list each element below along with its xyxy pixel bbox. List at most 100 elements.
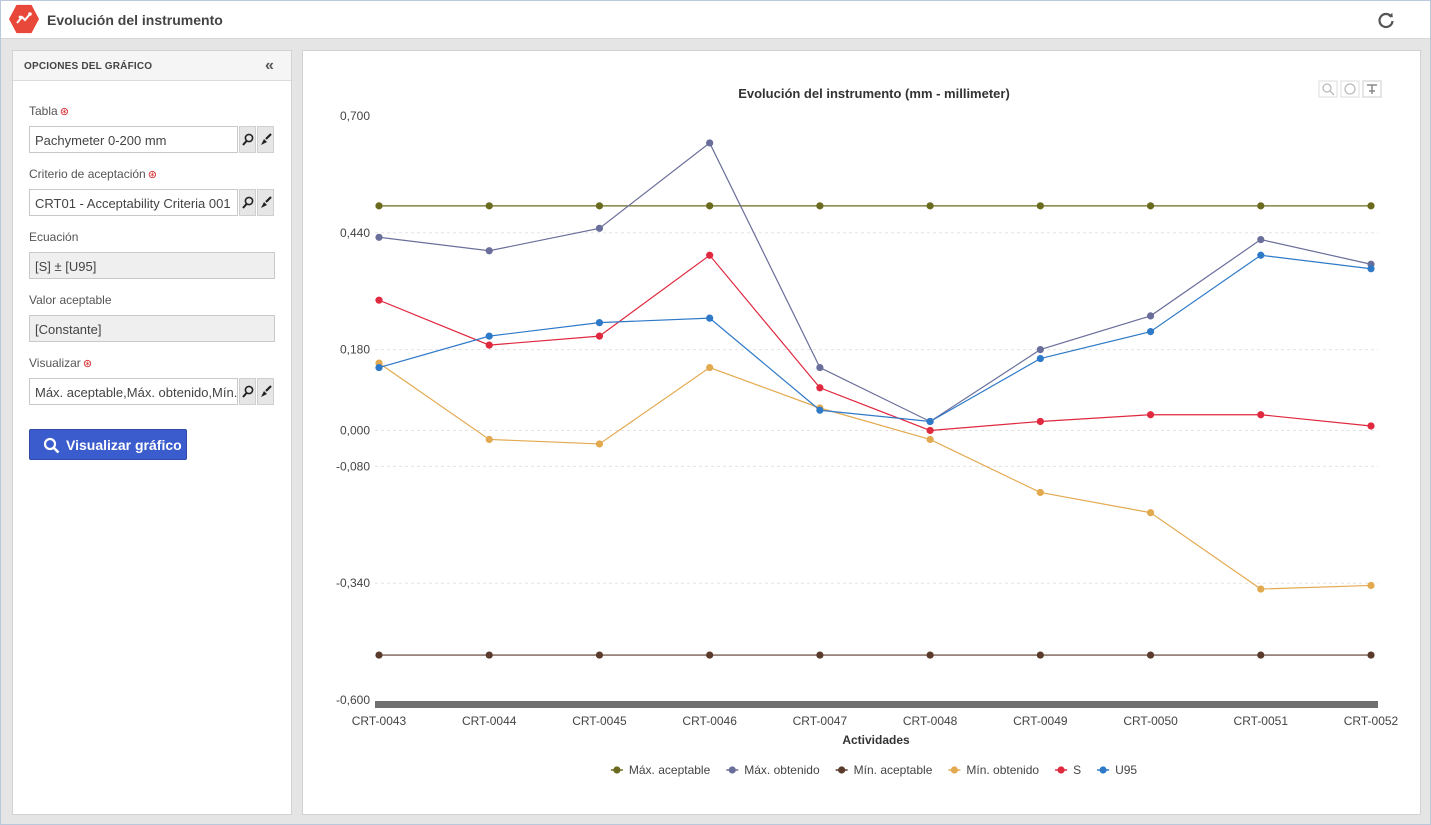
data-point[interactable]: [1367, 581, 1375, 590]
data-point[interactable]: [1257, 251, 1265, 259]
data-point[interactable]: [595, 224, 604, 232]
data-point[interactable]: [926, 651, 934, 659]
data-point[interactable]: [816, 363, 824, 372]
data-point[interactable]: [375, 651, 383, 659]
legend-item[interactable]: Máx. aceptable: [610, 763, 711, 777]
series-min-aceptable: [375, 651, 1375, 659]
visualizar-input[interactable]: Máx. aceptable,Máx. obtenido,Mín. acepta…: [29, 378, 238, 405]
x-tick-label: CRT-0046: [682, 714, 737, 728]
data-point[interactable]: [1036, 202, 1044, 210]
legend-item[interactable]: Mín. aceptable: [835, 763, 933, 777]
data-point[interactable]: [1257, 202, 1265, 210]
visualizar-clear-button[interactable]: [257, 378, 274, 405]
search-icon: [242, 196, 254, 209]
zoom-in-icon[interactable]: [1318, 80, 1338, 98]
data-point[interactable]: [1367, 422, 1375, 430]
data-point[interactable]: [595, 319, 604, 327]
data-point[interactable]: [375, 202, 383, 210]
data-point[interactable]: [1036, 651, 1044, 659]
data-point[interactable]: [706, 363, 714, 372]
data-point[interactable]: [1146, 312, 1155, 320]
data-point[interactable]: [485, 435, 493, 444]
data-point[interactable]: [706, 251, 714, 259]
legend-marker-icon: [950, 766, 958, 774]
data-point[interactable]: [1146, 509, 1155, 517]
data-point[interactable]: [1146, 411, 1155, 419]
legend-marker-icon: [1057, 766, 1065, 774]
data-point[interactable]: [1036, 346, 1044, 354]
data-point[interactable]: [595, 202, 604, 210]
data-point[interactable]: [1257, 651, 1265, 659]
x-tick-label: CRT-0044: [462, 714, 517, 728]
data-point[interactable]: [926, 417, 934, 426]
data-point[interactable]: [485, 202, 493, 210]
data-point[interactable]: [1367, 202, 1375, 210]
data-point[interactable]: [375, 233, 383, 241]
tabla-clear-button[interactable]: [257, 126, 274, 153]
data-point[interactable]: [926, 202, 934, 210]
criterio-search-button[interactable]: [239, 189, 256, 216]
criterio-input[interactable]: CRT01 - Acceptability Criteria 001: [29, 189, 238, 216]
data-point[interactable]: [1146, 328, 1155, 336]
pin-icon[interactable]: [1362, 80, 1382, 98]
legend-item[interactable]: S: [1055, 763, 1081, 777]
legend-item[interactable]: U95: [1097, 763, 1137, 777]
data-point[interactable]: [816, 651, 824, 659]
tabla-input[interactable]: Pachymeter 0-200 mm: [29, 126, 238, 153]
x-tick-label: CRT-0048: [903, 714, 958, 728]
data-point[interactable]: [926, 435, 934, 444]
reset-zoom-icon[interactable]: [1340, 80, 1360, 98]
data-point[interactable]: [485, 247, 493, 255]
series-s: [375, 251, 1375, 435]
legend-marker-icon: [728, 766, 736, 774]
legend-marker-icon: [1099, 766, 1107, 774]
data-point[interactable]: [1146, 202, 1155, 210]
data-point[interactable]: [706, 651, 714, 659]
legend-label: Mín. aceptable: [854, 763, 933, 777]
legend-marker-icon: [838, 766, 846, 774]
data-point[interactable]: [816, 202, 824, 210]
data-point[interactable]: [1036, 488, 1044, 497]
tabla-search-button[interactable]: [239, 126, 256, 153]
data-point[interactable]: [375, 296, 383, 304]
tabla-label: Tabla ⊛: [29, 104, 69, 118]
data-point[interactable]: [1367, 651, 1375, 659]
data-point[interactable]: [1146, 651, 1155, 659]
data-point[interactable]: [1036, 354, 1044, 363]
data-point[interactable]: [926, 426, 934, 435]
data-point[interactable]: [706, 202, 714, 210]
data-point[interactable]: [706, 314, 714, 322]
data-point[interactable]: [595, 440, 604, 448]
data-point[interactable]: [1257, 235, 1265, 244]
data-point[interactable]: [595, 332, 604, 340]
grid-layer: [375, 232, 1378, 584]
title-bar: Evolución del instrumento: [1, 1, 1430, 39]
data-point[interactable]: [485, 651, 493, 659]
line-chart: Evolución del instrumento (mm - millimet…: [336, 80, 1399, 777]
legend-label: S: [1073, 763, 1081, 777]
y-tick-label: -0,080: [336, 459, 370, 473]
refresh-icon[interactable]: [1376, 10, 1396, 30]
ecuacion-field: [S] ± [U95]: [29, 252, 275, 279]
data-point[interactable]: [375, 363, 383, 372]
data-point[interactable]: [816, 384, 824, 392]
data-point[interactable]: [595, 651, 604, 659]
x-axis-scrollbar[interactable]: [375, 701, 1378, 708]
collapse-panel-icon[interactable]: «: [265, 57, 274, 74]
visualizar-search-button[interactable]: [239, 378, 256, 405]
criterio-clear-button[interactable]: [257, 189, 274, 216]
chart-options-panel: OPCIONES DEL GRÁFICO « Tabla ⊛ Pachymeter…: [12, 50, 292, 815]
data-point[interactable]: [1257, 585, 1265, 593]
data-point[interactable]: [706, 139, 714, 147]
data-point[interactable]: [485, 332, 493, 340]
eraser-icon: [261, 385, 272, 397]
data-point[interactable]: [1367, 265, 1375, 273]
data-point[interactable]: [1036, 417, 1044, 426]
data-point[interactable]: [1257, 411, 1265, 419]
legend-item[interactable]: Máx. obtenido: [726, 763, 820, 777]
x-tick-label: CRT-0051: [1234, 714, 1289, 728]
data-point[interactable]: [485, 341, 493, 349]
legend-item[interactable]: Mín. obtenido: [948, 763, 1039, 777]
data-point[interactable]: [816, 406, 824, 414]
visualizar-grafico-button[interactable]: Visualizar gráfico: [29, 429, 187, 460]
